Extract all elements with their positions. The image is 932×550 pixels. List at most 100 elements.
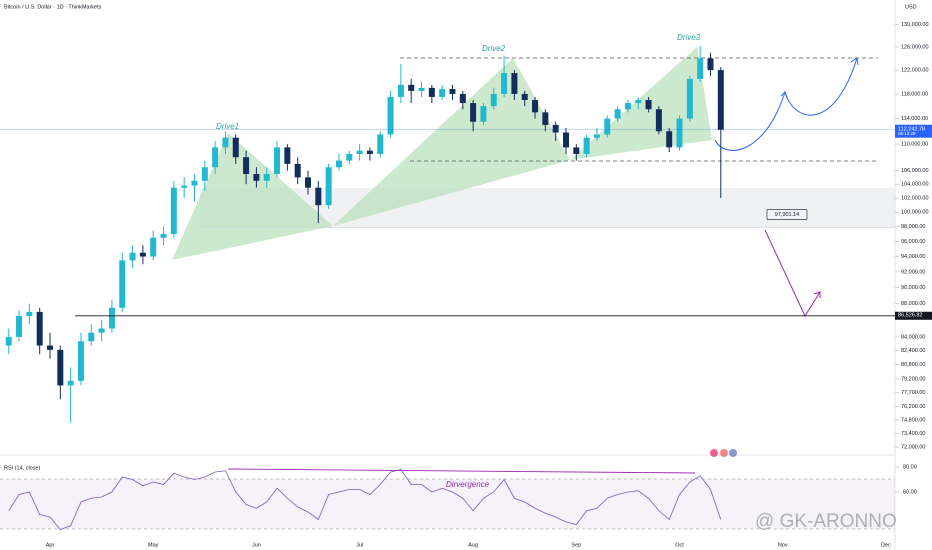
candle-body [88, 332, 95, 342]
candle-body [439, 89, 446, 97]
y-tick-label: 72,000.00 [901, 445, 925, 451]
price-label: 86,526.82 [898, 313, 922, 319]
candle-body [666, 131, 673, 148]
callout-box [766, 209, 808, 220]
price-label-box [895, 124, 932, 138]
candle-body [697, 58, 704, 79]
y-tick-label: 110,000.00 [901, 142, 928, 148]
candle-body [655, 109, 662, 132]
candle-body [397, 84, 404, 97]
y-tick-label: 79,200.00 [901, 377, 925, 383]
y-tick-label: 122,000.00 [901, 68, 929, 74]
event-icon[interactable] [720, 449, 728, 457]
x-tick-label: Jun [252, 542, 261, 548]
candle-body [573, 147, 580, 154]
candle-body [614, 109, 621, 119]
y-tick-label: 114,000.00 [901, 116, 928, 122]
candle-body [274, 147, 281, 174]
candle-body [16, 315, 23, 337]
candle-body [57, 349, 64, 386]
chart-title: Bitcoin / U.S. Dollar · 1D · ThinkMarket… [4, 4, 102, 10]
rsi-title: RSI (14, close) [4, 465, 41, 471]
candle-body [707, 58, 714, 71]
x-tick-label: May [148, 542, 159, 548]
candle-body [263, 173, 270, 181]
x-tick-label: Apr [46, 542, 55, 548]
candle-body [150, 237, 157, 257]
candle-body [408, 84, 415, 91]
candle-body [428, 87, 435, 97]
event-icon[interactable] [729, 449, 737, 457]
y-tick-label: 94,000.00 [901, 254, 925, 260]
y-tick-label: 90,000.00 [901, 285, 925, 291]
candle-body [356, 150, 363, 154]
y-tick-label: 104,000.00 [901, 182, 929, 188]
y-tick-label: 80,800.00 [901, 362, 925, 368]
candle-body [98, 328, 105, 333]
y-tick-label: 82,400.00 [901, 348, 925, 354]
candle-body [201, 167, 208, 181]
candle-body [119, 260, 126, 308]
y-tick-label: 76,200.00 [901, 404, 925, 410]
candle-body [108, 307, 115, 329]
candle-body [511, 73, 518, 94]
candle-body [563, 132, 569, 148]
candle-body [284, 147, 291, 164]
event-icon[interactable] [710, 449, 718, 457]
drive-label: Drive2 [482, 44, 506, 53]
arrow-head [850, 57, 859, 66]
arrow-head [780, 91, 788, 99]
y-tick-label: 60.00 [903, 489, 917, 495]
candle-body [294, 163, 301, 178]
divergence-line [227, 468, 696, 474]
currency: USD [905, 4, 917, 10]
rsi-band [0, 479, 895, 529]
candle-body [77, 341, 84, 381]
price-label-box [895, 311, 932, 320]
candle-body [325, 167, 332, 206]
candle-body [583, 137, 590, 154]
x-tick-label: Dec [881, 542, 891, 548]
price-label: 112,242.78 [898, 127, 925, 133]
harmonic-leg [172, 133, 333, 260]
candle-body [315, 187, 322, 206]
y-tick-label: 84,000.00 [901, 334, 925, 340]
candle-body [181, 185, 188, 188]
y-tick-label: 88,000.00 [901, 301, 925, 307]
candle-body [459, 93, 466, 104]
candle-body [521, 93, 528, 101]
candle-body [470, 103, 477, 122]
candle-body [377, 134, 384, 154]
candle-body [686, 78, 693, 119]
arrow-head [813, 291, 821, 298]
y-tick-label: 74,800.00 [901, 417, 925, 423]
candle-body [335, 160, 342, 168]
candle-body [542, 112, 549, 125]
x-tick-label: Jul [356, 542, 363, 548]
candle-body [346, 153, 353, 161]
candle-body [191, 180, 198, 186]
y-tick-label: 118,000.00 [901, 91, 928, 97]
candle-body [501, 73, 508, 94]
y-tick-label: 100,000.00 [901, 210, 929, 216]
candle-body [5, 336, 12, 346]
candle-body [305, 177, 311, 188]
candle-body [160, 234, 167, 238]
candle-body [449, 89, 456, 94]
candle-body [645, 100, 652, 110]
candle-body [593, 134, 600, 138]
candle-body [222, 137, 229, 148]
candle-body [552, 124, 559, 133]
callout-label: 97,901.14 [775, 212, 799, 218]
candle-body [366, 150, 373, 154]
x-tick-label: Oct [675, 542, 684, 548]
candle-body [387, 96, 394, 135]
candle-body [253, 173, 260, 181]
candle-body [635, 100, 642, 104]
y-tick-label: 130,000.00 [901, 22, 929, 28]
watermark: @ GK-ARONNO [755, 511, 897, 532]
candle-body [212, 147, 219, 168]
candle-body [717, 70, 724, 130]
y-tick-label: 126,000.00 [901, 44, 929, 50]
